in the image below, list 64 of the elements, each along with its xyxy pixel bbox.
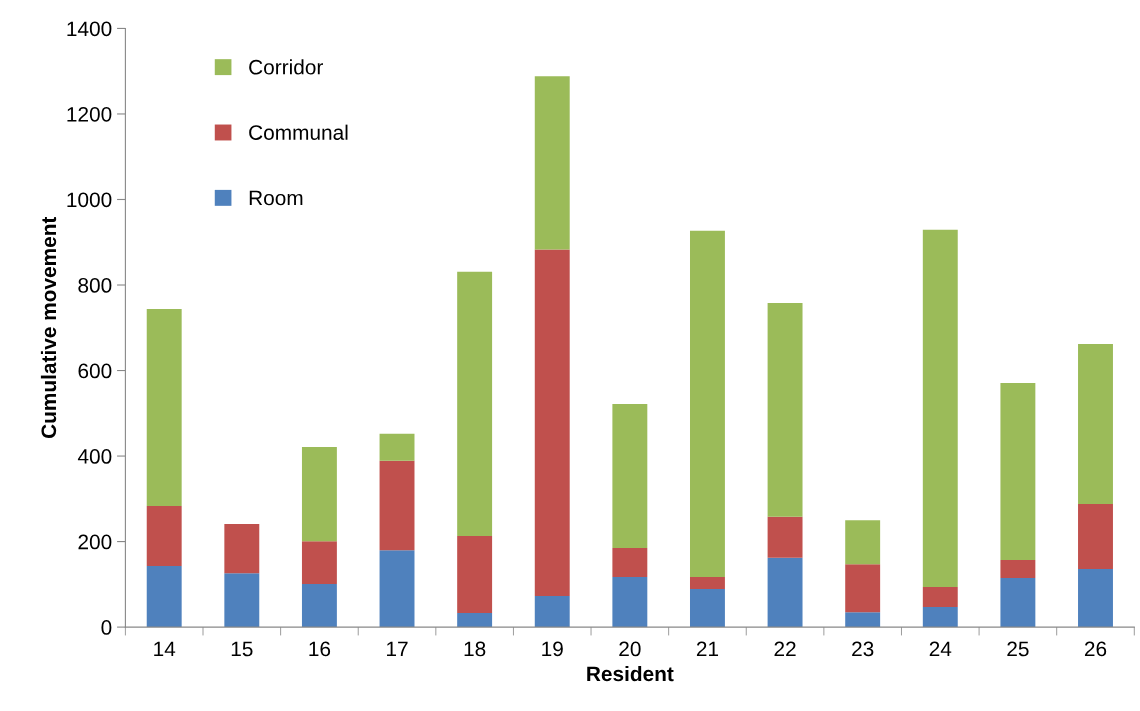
x-tick-label: 17 xyxy=(387,641,408,657)
bar xyxy=(301,447,337,542)
bar xyxy=(224,524,260,574)
bar xyxy=(612,403,648,548)
y-axis-title: Cumulative movement xyxy=(40,216,57,439)
legend-label: Room xyxy=(249,190,303,206)
x-tick-label: 16 xyxy=(309,641,331,657)
x-tick-label: 19 xyxy=(542,641,563,657)
bar xyxy=(379,550,415,628)
bar xyxy=(1078,503,1113,569)
y-tick-label: 800 xyxy=(78,278,112,293)
bar xyxy=(767,302,803,517)
bar xyxy=(767,516,803,558)
x-tick-label: 24 xyxy=(929,641,952,657)
y-tick-label: 1200 xyxy=(67,106,112,122)
y-tick-label: 200 xyxy=(78,534,112,550)
bar xyxy=(612,547,648,578)
bar xyxy=(612,577,648,628)
bar xyxy=(845,520,881,565)
y-tick-label: 1000 xyxy=(67,192,112,208)
bar xyxy=(690,589,725,628)
bar xyxy=(379,460,415,551)
y-tick-label: 600 xyxy=(78,363,112,379)
bar xyxy=(146,506,182,566)
bar xyxy=(845,612,881,628)
bar xyxy=(922,586,958,607)
x-tick-label: 15 xyxy=(231,641,253,657)
bar xyxy=(457,536,493,613)
bar xyxy=(1078,568,1113,628)
bar xyxy=(534,76,570,250)
bar xyxy=(845,564,881,613)
x-tick-label: 25 xyxy=(1007,641,1029,657)
x-tick-label: 14 xyxy=(154,641,176,657)
x-tick-label: 26 xyxy=(1084,641,1107,657)
x-tick-label: 20 xyxy=(619,641,641,657)
bar xyxy=(690,230,725,578)
bar xyxy=(146,565,182,628)
bar xyxy=(922,229,958,587)
bar xyxy=(534,249,570,596)
bar xyxy=(1000,382,1036,560)
y-tick-label: 400 xyxy=(77,449,112,464)
x-axis-title: Resident xyxy=(587,665,674,682)
bar xyxy=(457,612,493,628)
x-tick-label: 21 xyxy=(696,641,719,657)
bar xyxy=(1078,344,1113,504)
bar xyxy=(690,577,725,590)
bar xyxy=(301,583,337,628)
bar xyxy=(457,271,493,537)
bar xyxy=(1000,577,1036,628)
bar xyxy=(379,433,415,461)
bar xyxy=(301,541,337,584)
legend-label: Corridor xyxy=(249,59,324,75)
legend-label: Communal xyxy=(249,124,348,140)
bar xyxy=(767,557,803,628)
bar xyxy=(224,573,260,628)
bar xyxy=(146,308,182,507)
x-tick-label: 23 xyxy=(852,641,874,657)
x-tick-label: 18 xyxy=(464,641,486,657)
x-tick-label: 22 xyxy=(774,641,796,657)
y-tick-label: 0 xyxy=(101,620,112,635)
y-tick-label: 1400 xyxy=(67,21,112,37)
bar xyxy=(534,595,570,628)
bar xyxy=(922,607,958,628)
bar xyxy=(1000,559,1036,578)
